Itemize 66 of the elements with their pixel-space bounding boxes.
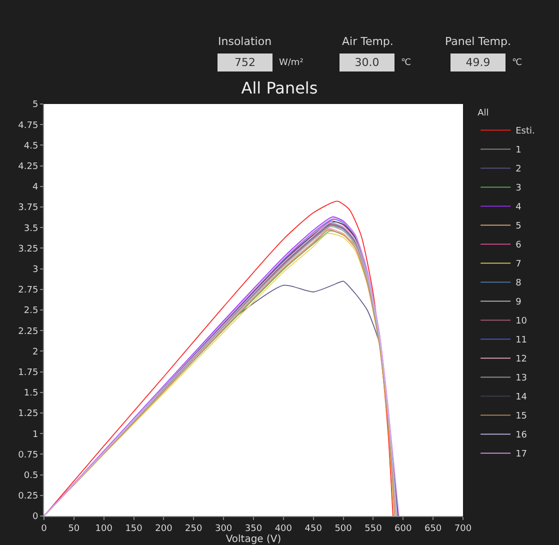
x-tick-label: 350 — [244, 524, 262, 534]
y-tick-label: 1.75 — [18, 368, 38, 378]
legend-label: 15 — [516, 412, 528, 422]
text: Air Temp. — [342, 35, 394, 48]
text: Insolation — [218, 35, 272, 48]
y-tick-label: 3.25 — [18, 244, 38, 254]
y-tick-label: 0.75 — [18, 450, 38, 460]
y-tick-label: 0.5 — [24, 470, 38, 481]
legend-label: 12 — [516, 354, 528, 365]
x-tick-label: 650 — [424, 524, 442, 534]
x-tick-label: 250 — [185, 524, 202, 534]
y-tick-label: 3 — [32, 264, 38, 275]
y-tick-label: 4.25 — [18, 162, 38, 172]
legend-label: 10 — [516, 316, 528, 327]
x-tick-label: 0 — [41, 524, 48, 534]
legend-label: 3 — [516, 184, 522, 194]
legend-label: 17 — [516, 450, 528, 460]
legend-label: 2 — [516, 164, 522, 175]
legend-label: 8 — [516, 278, 522, 289]
text: W/m² — [279, 58, 304, 68]
x-tick-label: 100 — [95, 524, 113, 534]
x-tick-label: 700 — [454, 524, 472, 534]
x-axis-title: Voltage (V) — [226, 534, 282, 545]
text: ℃ — [401, 58, 412, 68]
text: Panel Temp. — [445, 35, 511, 48]
legend-label: 5 — [516, 222, 522, 232]
legend-label: 11 — [516, 336, 528, 346]
y-tick-label: 1 — [32, 430, 38, 440]
y-tick-label: 1.5 — [24, 388, 38, 399]
y-tick-label: 0.25 — [18, 492, 38, 502]
text: 30.0 — [354, 56, 380, 69]
x-tick-label: 200 — [155, 524, 173, 534]
x-tick-label: 450 — [304, 524, 322, 534]
legend-label: 4 — [516, 202, 522, 213]
y-tick-label: 4.75 — [18, 120, 38, 131]
legend-label: 7 — [516, 260, 522, 270]
x-tick-label: 550 — [364, 524, 382, 534]
y-tick-label: 3.5 — [24, 224, 38, 234]
text: ℃ — [512, 58, 522, 68]
legend-label: 16 — [516, 430, 528, 441]
legend-title: All — [478, 108, 489, 119]
y-tick-label: 2.25 — [18, 326, 38, 337]
y-tick-label: 0 — [32, 512, 38, 522]
x-tick-label: 600 — [394, 524, 412, 534]
y-tick-label: 4 — [32, 182, 38, 193]
text: 49.9 — [466, 56, 490, 69]
legend-label: 1 — [516, 146, 522, 156]
y-tick-label: 1.25 — [18, 409, 38, 420]
y-tick-label: 3.75 — [18, 203, 38, 214]
y-tick-label: 2.75 — [18, 286, 38, 296]
legend-label: 13 — [516, 374, 528, 384]
legend-label: 9 — [516, 298, 522, 308]
chart-title: All Panels — [241, 78, 318, 98]
x-tick-label: 500 — [334, 524, 352, 534]
legend-label: 6 — [516, 240, 522, 251]
y-tick-label: 2.5 — [24, 306, 38, 316]
x-tick-label: 400 — [274, 524, 292, 534]
legend-label: Esti. — [516, 126, 535, 137]
y-tick-label: 4.5 — [24, 141, 38, 152]
y-tick-label: 5 — [32, 100, 38, 110]
x-tick-label: 50 — [68, 524, 80, 534]
text: 752 — [234, 56, 256, 69]
y-tick-label: 2 — [32, 347, 38, 358]
x-tick-label: 150 — [125, 524, 143, 534]
legend-label: 14 — [516, 392, 528, 403]
x-tick-label: 300 — [214, 524, 232, 534]
